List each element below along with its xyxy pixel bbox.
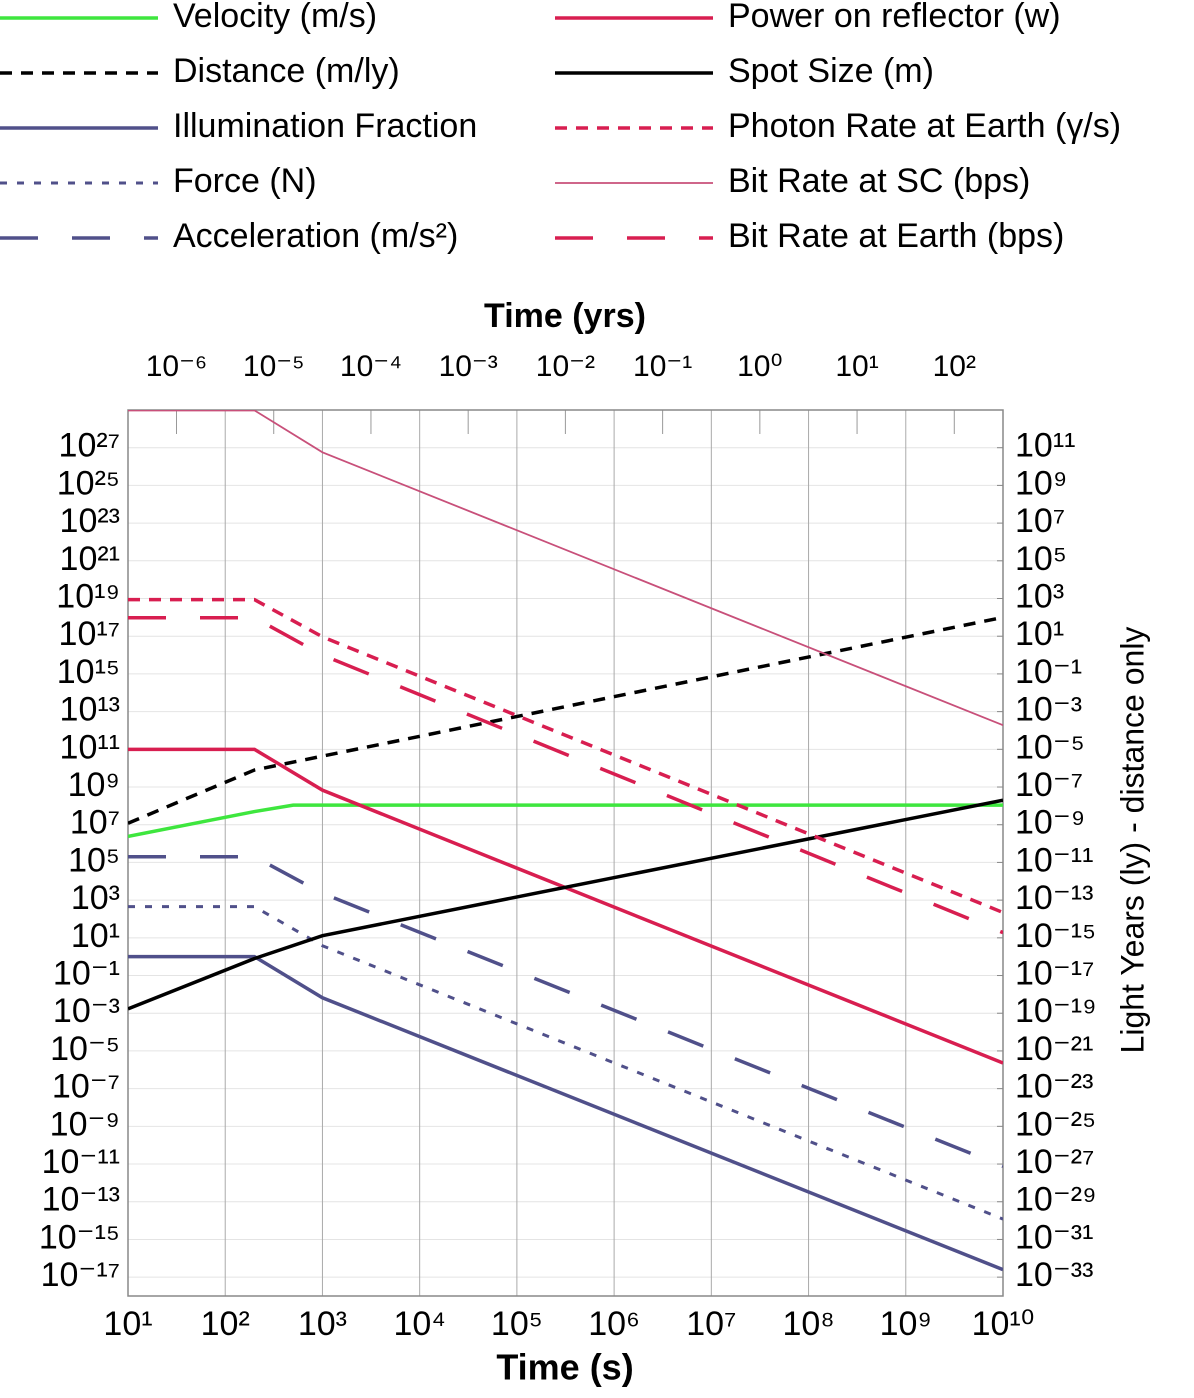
y-tick-label: 10²³ xyxy=(60,502,120,540)
y2-tick-label: 10⁻²⁵ xyxy=(1015,1105,1096,1143)
y-tick-label: 10⁹ xyxy=(68,766,120,804)
series-line xyxy=(128,803,1003,839)
y-tick-label: 10⁷ xyxy=(70,804,120,842)
y2-tick-label: 10¹ xyxy=(1015,615,1064,653)
y-tick-label: 10⁻⁷ xyxy=(52,1068,120,1106)
plot-frame xyxy=(127,409,1004,1297)
y2-tick-label: 10⁻³³ xyxy=(1015,1256,1093,1294)
y-tick-label: 10¹¹ xyxy=(60,728,120,766)
y-tick-label: 10²⁷ xyxy=(59,427,120,465)
y2-tick-label: 10⁻³ xyxy=(1015,691,1082,729)
legend-label: Power on reflector (w) xyxy=(728,0,1061,35)
y2-tick-label: 10⁻²¹ xyxy=(1015,1030,1093,1068)
series-line xyxy=(128,597,1003,915)
y2-tick-label: 10⁻²³ xyxy=(1015,1068,1093,1106)
y-tick-label: 10²¹ xyxy=(60,540,120,578)
x-tick-label: 10¹ xyxy=(103,1305,152,1343)
y-tick-label: 10⁻⁹ xyxy=(50,1105,120,1143)
series-line xyxy=(128,616,1003,935)
y-tick-label: 10⁻³ xyxy=(53,992,120,1030)
y-tick-label: 10¹³ xyxy=(60,691,120,729)
legend-label: Acceleration (m/s²) xyxy=(173,217,458,255)
legend-label: Photon Rate at Earth (γ/s) xyxy=(728,107,1121,145)
legend-label: Bit Rate at Earth (bps) xyxy=(728,217,1064,255)
x2-tick-label: 10⁻¹ xyxy=(633,350,692,383)
y-tick-label: 10¹⁹ xyxy=(56,577,120,615)
legend-label: Bit Rate at SC (bps) xyxy=(728,162,1030,200)
series-line xyxy=(128,905,1003,1221)
y2-tick-label: 10⁻¹⁹ xyxy=(1015,992,1097,1030)
y-tick-label: 10⁻⁵ xyxy=(50,1030,120,1068)
y-tick-label: 10¹⁷ xyxy=(59,615,120,653)
y2-tick-label: 10⁻⁷ xyxy=(1015,766,1083,804)
y2-tick-label: 10⁻⁵ xyxy=(1015,728,1085,766)
legend-label: Velocity (m/s) xyxy=(173,0,377,35)
x-tick-label: 10³ xyxy=(298,1305,347,1343)
y2-tick-label: 10⁻¹⁷ xyxy=(1015,955,1094,993)
y2-tick-label: 10⁻⁹ xyxy=(1015,804,1085,842)
y2-tick-label: 10⁻³¹ xyxy=(1015,1218,1093,1256)
x-tick-label: 10¹⁰ xyxy=(972,1305,1035,1343)
legend-label: Distance (m/ly) xyxy=(173,52,400,90)
y-tick-label: 10⁻¹ xyxy=(53,955,120,993)
legend-label: Illumination Fraction xyxy=(173,107,477,145)
y2-tick-label: 10⁻¹⁵ xyxy=(1015,917,1096,955)
series-line xyxy=(128,615,1003,825)
x-tick-label: 10⁴ xyxy=(393,1305,445,1343)
y-tick-label: 10⁻¹³ xyxy=(42,1181,120,1219)
x-tick-label: 10⁵ xyxy=(491,1305,543,1343)
y2-tick-label: 10¹¹ xyxy=(1015,427,1075,465)
y2-tick-label: 10⁷ xyxy=(1015,502,1065,540)
x2-tick-label: 10¹ xyxy=(835,350,878,383)
y-tick-label: 10⁻¹⁷ xyxy=(41,1256,120,1294)
x-tick-label: 10² xyxy=(201,1305,250,1343)
y2-tick-label: 10⁹ xyxy=(1015,464,1067,502)
x2-tick-label: 10⁻³ xyxy=(439,350,498,383)
y2-tick-label: 10⁵ xyxy=(1015,540,1067,578)
x-tick-label: 10⁶ xyxy=(588,1305,640,1343)
x2-tick-label: 10⁰ xyxy=(737,350,782,383)
x2-tick-label: 10⁻⁵ xyxy=(243,350,305,383)
x-tick-label: 10⁹ xyxy=(880,1305,932,1343)
y2-tick-label: 10⁻²⁷ xyxy=(1015,1143,1094,1181)
y-tick-label: 10²⁵ xyxy=(57,464,120,502)
series-line xyxy=(128,410,1003,727)
legend-label: Spot Size (m) xyxy=(728,52,934,90)
x2-tick-label: 10⁻² xyxy=(536,350,595,383)
y2-tick-label: 10⁻¹³ xyxy=(1015,879,1093,917)
y2-tick-label: 10³ xyxy=(1015,577,1064,615)
y2-tick-label: 10⁻¹¹ xyxy=(1015,841,1093,879)
x2-tick-label: 10² xyxy=(933,350,976,383)
y2-tick-label: 10⁻²⁹ xyxy=(1015,1181,1097,1219)
x-axis-title: Time (s) xyxy=(496,1347,633,1388)
x-tick-label: 10⁸ xyxy=(782,1305,834,1343)
x2-axis-title: Time (yrs) xyxy=(484,297,646,335)
y-tick-label: 10¹⁵ xyxy=(57,653,120,691)
series-line xyxy=(128,954,1003,1272)
y-tick-label: 10¹ xyxy=(71,917,120,955)
y-tick-label: 10⁻¹¹ xyxy=(42,1143,120,1181)
y2-tick-label: 10⁻¹ xyxy=(1015,653,1082,691)
y-tick-label: 10³ xyxy=(71,879,120,917)
y-tick-label: 10⁵ xyxy=(68,841,120,879)
y2-axis-title: Light Years (ly) - distance only xyxy=(1114,627,1150,1054)
y-tick-label: 10⁻¹⁵ xyxy=(39,1218,120,1256)
legend-label: Force (N) xyxy=(173,162,317,200)
series-line xyxy=(128,747,1003,1065)
x2-tick-label: 10⁻⁴ xyxy=(340,350,402,383)
x-tick-label: 10⁷ xyxy=(686,1305,736,1343)
x2-tick-label: 10⁻⁶ xyxy=(146,350,208,383)
series-line xyxy=(128,798,1003,1011)
series-line xyxy=(128,855,1003,1168)
